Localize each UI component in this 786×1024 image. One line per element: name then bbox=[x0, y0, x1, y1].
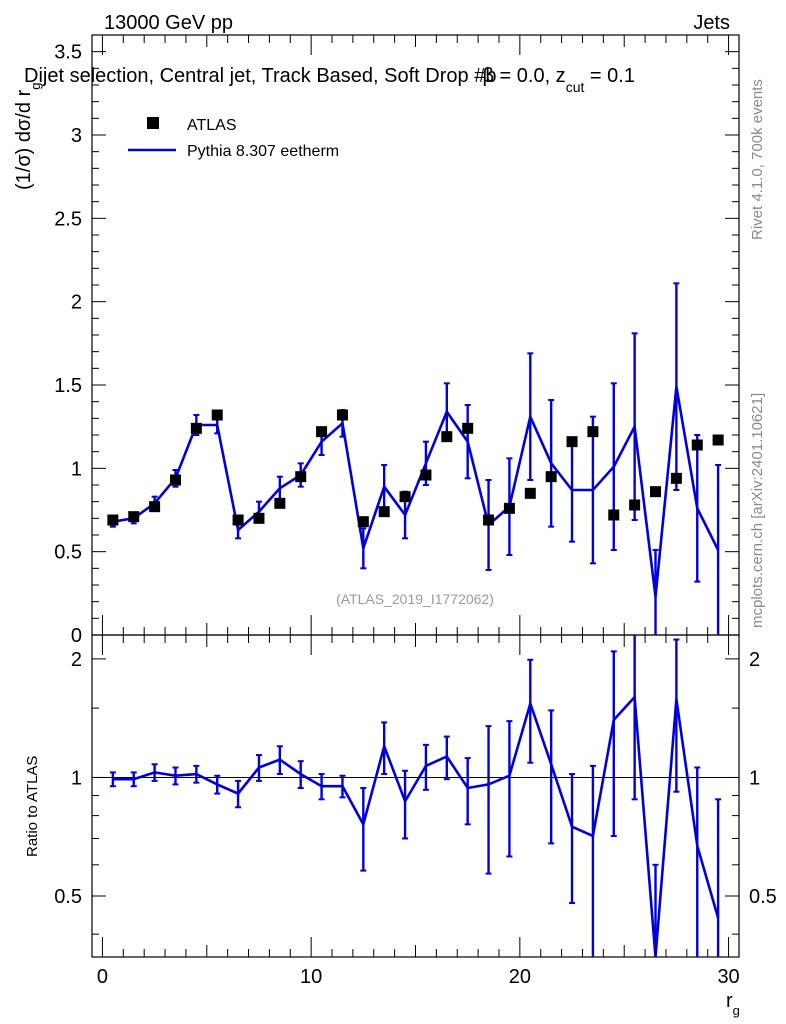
main-ytick-label: 0.5 bbox=[54, 542, 82, 564]
x-ticks: 0 10 20 30 bbox=[97, 35, 740, 988]
atlas-data-point bbox=[629, 499, 641, 511]
process-label: Jets bbox=[693, 12, 730, 34]
selection-zcut-value: = 0.1 bbox=[584, 65, 635, 87]
atlas-data-point bbox=[524, 487, 536, 499]
atlas-data-point bbox=[608, 509, 620, 521]
selection-beta: β bbox=[482, 65, 494, 87]
collision-label: 13000 GeV pp bbox=[104, 12, 233, 34]
atlas-data-point bbox=[232, 514, 244, 526]
main-ytick-label: 2 bbox=[71, 292, 82, 314]
atlas-data-point bbox=[712, 434, 724, 446]
data-markers bbox=[107, 409, 724, 528]
legend-data-label: ATLAS bbox=[187, 117, 237, 134]
main-ytick-label: 2.5 bbox=[54, 208, 82, 230]
mc-error-bars bbox=[109, 282, 722, 635]
atlas-data-point bbox=[295, 471, 307, 483]
atlas-data-point bbox=[107, 514, 119, 526]
atlas-data-point bbox=[441, 431, 453, 443]
x-axis-label-sub: g bbox=[733, 1003, 740, 1018]
atlas-data-point bbox=[169, 474, 181, 486]
atlas-data-point bbox=[483, 514, 495, 526]
atlas-data-point bbox=[650, 486, 662, 498]
x-axis-label: rg bbox=[726, 990, 740, 1018]
main-ylabel-sub: g bbox=[28, 83, 43, 90]
ratio-ytick-label-right: 1 bbox=[749, 767, 760, 789]
xtick-label: 20 bbox=[509, 966, 531, 988]
ratio-ytick-label-right: 2 bbox=[749, 649, 760, 671]
xtick-label: 10 bbox=[300, 966, 322, 988]
main-ylabel-text: (1/σ) dσ/d r bbox=[13, 89, 35, 190]
main-ytick-label: 1 bbox=[71, 458, 82, 480]
atlas-data-point bbox=[670, 472, 682, 484]
legend: ATLAS Pythia 8.307 eetherm bbox=[128, 117, 339, 160]
atlas-data-point bbox=[587, 426, 599, 438]
legend-data-marker bbox=[147, 117, 159, 129]
atlas-data-point bbox=[420, 469, 432, 481]
mcplots-label: mcplots.cern.ch [arXiv:2401.10621] bbox=[749, 393, 766, 628]
ratio-series-line bbox=[112, 694, 720, 958]
x-axis-label-text: r bbox=[726, 990, 733, 1012]
ratio-error-bars bbox=[109, 635, 722, 957]
xtick-label: 0 bbox=[97, 966, 108, 988]
main-ytick-label: 0 bbox=[71, 625, 82, 647]
ratio-ytick-label-left: 2 bbox=[71, 649, 82, 671]
main-ytick-label: 3 bbox=[71, 125, 82, 147]
selection-text: Dijet selection, Central jet, Track Base… bbox=[24, 65, 496, 87]
atlas-data-point bbox=[274, 497, 286, 509]
atlas-data-point bbox=[316, 426, 328, 438]
selection-label: Dijet selection, Central jet, Track Base… bbox=[24, 65, 635, 95]
analysis-watermark: (ATLAS_2019_I1772062) bbox=[336, 591, 494, 607]
atlas-data-point bbox=[503, 502, 515, 514]
mc-line-group bbox=[112, 386, 720, 597]
atlas-data-point bbox=[128, 511, 140, 523]
ratio-ylabel: Ratio to ATLAS bbox=[24, 756, 41, 857]
atlas-data-point bbox=[253, 512, 265, 524]
ratio-ytick-label-left: 0.5 bbox=[54, 886, 82, 908]
atlas-data-point bbox=[545, 471, 557, 483]
main-ylabel-group: (1/σ) dσ/d rg bbox=[13, 83, 43, 191]
main-ylabel: (1/σ) dσ/d rg bbox=[13, 83, 43, 191]
main-y-ticks: 0 0.5 1 1.5 2 2.5 3 3.5 bbox=[54, 42, 739, 647]
main-ytick-label: 1.5 bbox=[54, 375, 82, 397]
atlas-data-point bbox=[378, 506, 390, 518]
mcplots-label-group: mcplots.cern.ch [arXiv:2401.10621] bbox=[749, 393, 766, 628]
atlas-data-point bbox=[336, 409, 348, 421]
ratio-ylabel-group: Ratio to ATLAS bbox=[24, 756, 41, 857]
main-ytick-label: 3.5 bbox=[54, 42, 82, 64]
atlas-data-point bbox=[691, 439, 703, 451]
xtick-label: 30 bbox=[717, 966, 739, 988]
rivet-label: Rivet 4.1.0, 700k events bbox=[749, 79, 766, 240]
selection-params: = 0.0, z bbox=[494, 65, 566, 87]
ratio-ytick-label-right: 0.5 bbox=[749, 886, 777, 908]
ratio-line-group bbox=[112, 694, 720, 958]
atlas-data-point bbox=[190, 422, 202, 434]
atlas-data-point bbox=[566, 436, 578, 448]
atlas-data-point bbox=[149, 501, 161, 513]
main-minor-ticks bbox=[92, 34, 739, 619]
ratio-ytick-label-left: 1 bbox=[71, 767, 82, 789]
atlas-data-point bbox=[211, 409, 223, 421]
atlas-data-point bbox=[357, 516, 369, 528]
atlas-data-point bbox=[399, 491, 411, 503]
atlas-data-point bbox=[462, 422, 474, 434]
rivet-label-group: Rivet 4.1.0, 700k events bbox=[749, 79, 766, 240]
selection-zcut-sub: cut bbox=[566, 79, 585, 95]
legend-mc-label: Pythia 8.307 eetherm bbox=[187, 143, 339, 160]
mc-series-line bbox=[112, 386, 720, 597]
